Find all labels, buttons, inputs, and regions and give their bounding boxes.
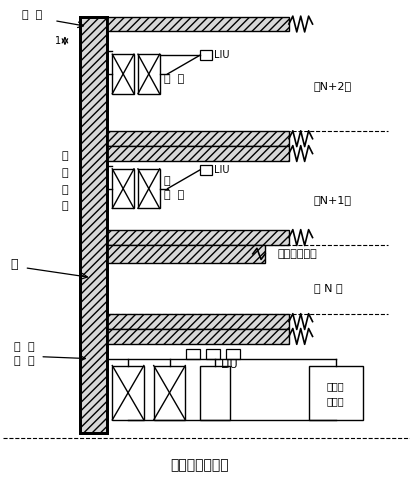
Text: LIU: LIU: [214, 50, 229, 60]
Text: 粗  钢: 粗 钢: [22, 10, 43, 20]
Text: 1: 1: [55, 36, 61, 46]
Bar: [107, 131, 289, 146]
Text: 光: 光: [164, 176, 170, 186]
Text: 槽: 槽: [62, 201, 68, 212]
Bar: [138, 54, 160, 94]
Bar: [200, 165, 212, 175]
Text: 主机房: 主机房: [327, 396, 344, 406]
Bar: [107, 16, 289, 31]
Bar: [154, 365, 185, 420]
Bar: [107, 230, 289, 245]
Text: 直: 直: [62, 168, 68, 178]
Bar: [186, 349, 200, 359]
Text: 绞: 绞: [27, 356, 34, 365]
Text: 竖: 竖: [62, 151, 68, 161]
Bar: [112, 169, 134, 209]
Text: 通向配线室的: 通向配线室的: [277, 249, 317, 259]
Text: 配  线: 配 线: [164, 74, 184, 84]
Text: 光: 光: [11, 258, 18, 271]
Bar: [107, 329, 289, 344]
Text: 线: 线: [62, 184, 68, 195]
Text: 第N+1层: 第N+1层: [313, 196, 351, 206]
Bar: [107, 245, 265, 263]
Bar: [107, 146, 289, 161]
Text: 第 N 层: 第 N 层: [313, 284, 342, 293]
Text: 配  线: 配 线: [164, 190, 184, 199]
Text: 计算机: 计算机: [327, 381, 344, 391]
Text: 大: 大: [13, 342, 20, 352]
Bar: [200, 365, 230, 420]
Text: 第N+2层: 第N+2层: [313, 81, 351, 91]
Bar: [138, 169, 160, 209]
Text: 双: 双: [13, 356, 20, 365]
Bar: [107, 46, 309, 131]
Bar: [80, 16, 107, 433]
Bar: [200, 50, 212, 60]
Bar: [206, 349, 220, 359]
Text: 对: 对: [27, 342, 34, 352]
Text: LIU: LIU: [221, 360, 238, 370]
Bar: [112, 54, 134, 94]
Text: 垂直线槽示意图: 垂直线槽示意图: [171, 458, 229, 472]
Text: LIU: LIU: [214, 165, 229, 175]
Bar: [309, 365, 363, 420]
Bar: [107, 314, 289, 329]
Bar: [112, 365, 144, 420]
Bar: [226, 349, 240, 359]
